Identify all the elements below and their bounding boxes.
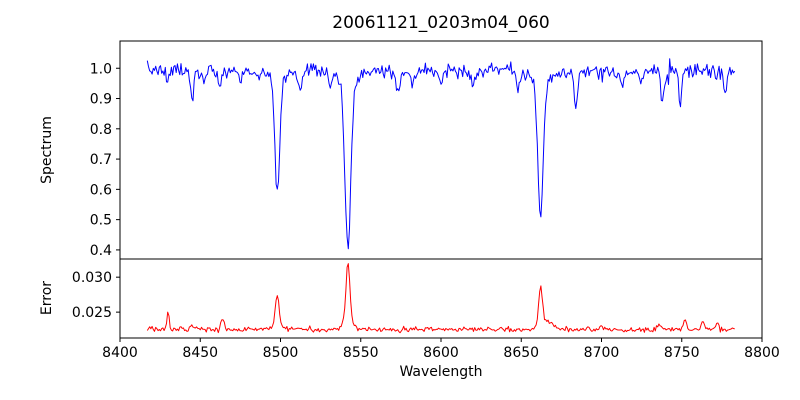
- error-y-axis-label: Error: [39, 281, 55, 315]
- spectrum-y-tick-label: 0.8: [90, 122, 112, 138]
- x-tick-label: 8450: [182, 345, 218, 361]
- error-panel-frame: [119, 258, 763, 339]
- x-tick-label: 8700: [584, 345, 620, 361]
- x-tick-label: 8600: [423, 345, 459, 361]
- spectrum-y-tick-label: 0.5: [90, 213, 112, 229]
- error-y-tick-label: 0.025: [72, 305, 112, 321]
- x-tick-label: 8550: [343, 345, 379, 361]
- x-tick-label: 8800: [744, 345, 780, 361]
- spectrum-line: [146, 58, 736, 250]
- x-tick-label: 8400: [102, 345, 138, 361]
- spectrum-y-tick-label: 0.6: [90, 182, 112, 198]
- x-tick-label: 8500: [263, 345, 299, 361]
- spectrum-y-tick-label: 0.4: [90, 243, 112, 259]
- spectrum-y-tick-label: 0.9: [90, 92, 112, 108]
- plot-content: 0.4 0.5 0.6 0.7 0.8 0.9 1.0 0.025 0.030 8400 8450 8…: [72, 40, 780, 361]
- x-tick-label: 8750: [664, 345, 700, 361]
- spectrum-y-tick-label: 1.0: [90, 61, 112, 77]
- error-line: [146, 263, 735, 334]
- spectrum-y-axis-label: Spectrum: [39, 116, 55, 184]
- x-axis-label: Wavelength: [399, 364, 482, 380]
- x-tick-label: 8650: [503, 345, 539, 361]
- spectrum-y-tick-label: 0.7: [90, 152, 112, 168]
- error-y-tick-label: 0.030: [72, 270, 112, 286]
- chart-title: 20061121_0203m04_060: [332, 13, 549, 33]
